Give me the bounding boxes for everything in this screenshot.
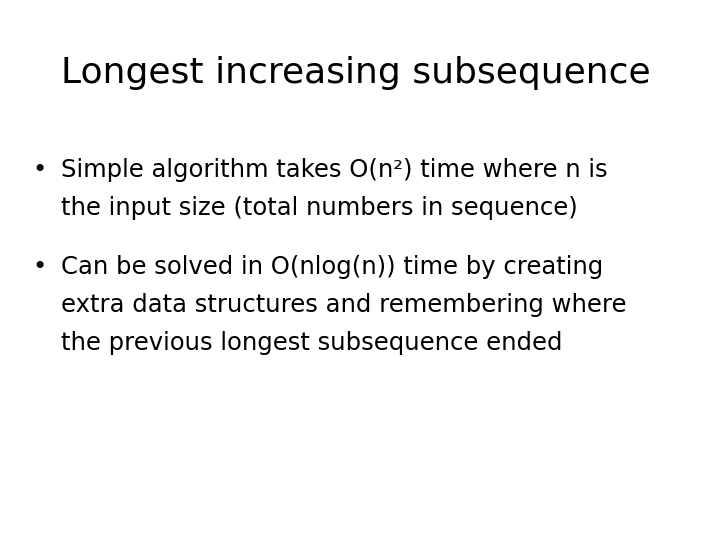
Text: extra data structures and remembering where: extra data structures and remembering wh… bbox=[61, 293, 626, 317]
Text: the input size (total numbers in sequence): the input size (total numbers in sequenc… bbox=[61, 196, 578, 220]
Text: •: • bbox=[32, 255, 47, 279]
Text: •: • bbox=[32, 158, 47, 182]
Text: the previous longest subsequence ended: the previous longest subsequence ended bbox=[61, 331, 563, 355]
Text: Longest increasing subsequence: Longest increasing subsequence bbox=[61, 56, 651, 90]
Text: Simple algorithm takes O(n²) time where n is: Simple algorithm takes O(n²) time where … bbox=[61, 158, 608, 182]
Text: Can be solved in O(nlog(n)) time by creating: Can be solved in O(nlog(n)) time by crea… bbox=[61, 255, 603, 279]
